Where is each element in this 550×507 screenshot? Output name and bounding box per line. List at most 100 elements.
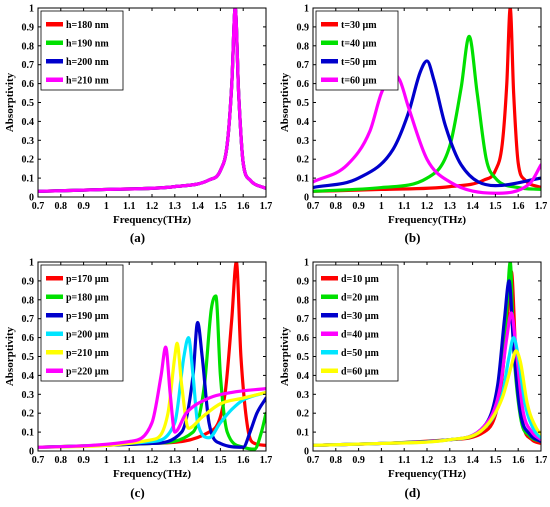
legend-label: d=40 µm <box>341 329 380 340</box>
legend-label: p=170 µm <box>66 274 110 285</box>
legend-label: t=60 µm <box>341 75 377 86</box>
panel-caption-c: (c) <box>130 485 145 500</box>
x-tick-label: 1.7 <box>535 455 548 466</box>
y-tick-label: 0.4 <box>297 117 310 128</box>
legend-label: t=30 µm <box>341 20 377 31</box>
panel-a: 0.7 0.8 0.9 1 1.1 1.2 1.3 1.4 1.5 1.6 1.7 0 0.1 0.2 0.… <box>0 0 275 253</box>
x-tick-label: 0.7 <box>32 455 45 466</box>
x-tick-label: 1.7 <box>535 201 548 212</box>
series-line-5 <box>38 341 266 449</box>
legend-label: h=190 nm <box>66 38 109 49</box>
legend-label: d=50 µm <box>341 348 380 359</box>
x-tick-label: 1.1 <box>123 201 136 212</box>
y-tick-label: 0.4 <box>22 117 35 128</box>
x-tick-label: 0.8 <box>330 455 343 466</box>
y-tick-label: 0.7 <box>297 60 310 71</box>
series-group <box>38 262 266 451</box>
y-tick-label: 0.5 <box>22 98 35 109</box>
series-line-1 <box>313 8 541 193</box>
y-tick-label: 0.4 <box>297 371 310 382</box>
y-tick-label: 0.5 <box>22 352 35 363</box>
y-tick-label: 0.9 <box>22 276 35 287</box>
legend-label: p=200 µm <box>66 329 110 340</box>
x-tick-label: 1.6 <box>237 201 250 212</box>
chart-d: 0.7 0.8 0.9 1 1.1 1.2 1.3 1.4 1.5 1.6 1.7 0 0.1 0.2 0.… <box>279 258 548 481</box>
y-tick-label: 0.6 <box>22 333 35 344</box>
legend-label: d=30 µm <box>341 311 380 322</box>
legend-label: p=220 µm <box>66 366 110 377</box>
x-tick-label: 1.1 <box>123 455 136 466</box>
y-tick-label: 0.1 <box>22 174 35 185</box>
y-axis-label: Absorptivity <box>279 326 291 386</box>
y-tick-label: 1 <box>29 258 34 269</box>
y-tick-label: 0.3 <box>22 390 35 401</box>
y-tick-label: 0.8 <box>297 295 310 306</box>
panel-b: 0.7 0.8 0.9 1 1.1 1.2 1.3 1.4 1.5 1.6 1.7 0 0.1 0.2 0.… <box>275 0 550 253</box>
y-tick-label: 0.1 <box>297 174 310 185</box>
x-tick-label: 0.7 <box>307 455 320 466</box>
legend-label: p=190 µm <box>66 311 110 322</box>
x-tick-label: 1.4 <box>466 201 479 212</box>
x-tick-label: 1.3 <box>169 455 182 466</box>
y-tick-label: 0.3 <box>22 136 35 147</box>
x-tick-label: 1.4 <box>191 201 204 212</box>
y-tick-label: 0.8 <box>297 41 310 52</box>
legend-label: t=40 µm <box>341 38 377 49</box>
y-tick-label: 0.2 <box>22 155 35 166</box>
y-tick-label: 1 <box>304 4 309 15</box>
y-tick-label: 0 <box>29 447 34 458</box>
series-line-2 <box>38 294 266 451</box>
series-line-3 <box>38 320 266 449</box>
y-tick-label: 0 <box>304 447 309 458</box>
legend-label: h=210 nm <box>66 75 109 86</box>
chart-c: 0.7 0.8 0.9 1 1.1 1.2 1.3 1.4 1.5 1.6 1.7 0 0.1 0.2 0.… <box>4 258 273 481</box>
y-tick-label: 1 <box>29 4 34 15</box>
y-tick-label: 0.2 <box>297 409 310 420</box>
x-tick-label: 1 <box>379 201 384 212</box>
legend-label: d=10 µm <box>341 274 380 285</box>
panel-caption-a: (a) <box>129 230 146 245</box>
x-tick-label: 1.2 <box>421 455 434 466</box>
y-tick-label: 0.6 <box>297 79 310 90</box>
x-tick-label: 1.7 <box>260 455 273 466</box>
x-tick-label: 1.4 <box>191 455 204 466</box>
x-tick-label: 0.9 <box>77 201 90 212</box>
chart-a: 0.7 0.8 0.9 1 1.1 1.2 1.3 1.4 1.5 1.6 1.7 0 0.1 0.2 0.… <box>4 4 273 227</box>
x-axis-label: Frequency(THz) <box>388 214 466 226</box>
series-group <box>313 8 541 195</box>
x-tick-label: 1.6 <box>512 201 525 212</box>
panel-c: 0.7 0.8 0.9 1 1.1 1.2 1.3 1.4 1.5 1.6 1.7 0 0.1 0.2 0.… <box>0 254 275 507</box>
x-tick-label: 1.1 <box>398 201 411 212</box>
legend-label: d=60 µm <box>341 366 380 377</box>
x-axis-label: Frequency(THz) <box>388 468 466 480</box>
y-axis-label: Absorptivity <box>279 72 291 132</box>
legend-box <box>315 264 399 382</box>
x-tick-label: 1.1 <box>398 455 411 466</box>
y-tick-label: 0.6 <box>22 79 35 90</box>
series-line-4 <box>313 72 541 195</box>
y-tick-label: 0.2 <box>297 155 310 166</box>
y-tick-label: 0.9 <box>297 276 310 287</box>
y-tick-label: 0.1 <box>22 428 35 439</box>
x-tick-label: 0.8 <box>330 201 343 212</box>
legend-box <box>40 264 124 382</box>
x-tick-label: 1.7 <box>260 201 273 212</box>
legend-label: p=210 µm <box>66 348 110 359</box>
y-tick-label: 0.5 <box>297 98 310 109</box>
series-line-3 <box>313 59 541 190</box>
x-tick-label: 0.9 <box>77 455 90 466</box>
legend-label: p=180 µm <box>66 292 110 303</box>
legend-label: t=50 µm <box>341 57 377 68</box>
series-line-6 <box>38 345 266 449</box>
y-tick-label: 0.7 <box>297 314 310 325</box>
y-axis-label: Absorptivity <box>4 326 16 386</box>
y-tick-label: 0.6 <box>297 333 310 344</box>
series-line-6 <box>313 349 541 447</box>
y-tick-label: 0.8 <box>22 295 35 306</box>
y-tick-label: 0.2 <box>22 409 35 420</box>
y-tick-label: 0.7 <box>22 314 35 325</box>
x-tick-label: 0.7 <box>307 201 320 212</box>
panel-d: 0.7 0.8 0.9 1 1.1 1.2 1.3 1.4 1.5 1.6 1.7 0 0.1 0.2 0.… <box>275 254 550 507</box>
x-tick-label: 1.5 <box>214 201 227 212</box>
y-tick-label: 0.5 <box>297 352 310 363</box>
